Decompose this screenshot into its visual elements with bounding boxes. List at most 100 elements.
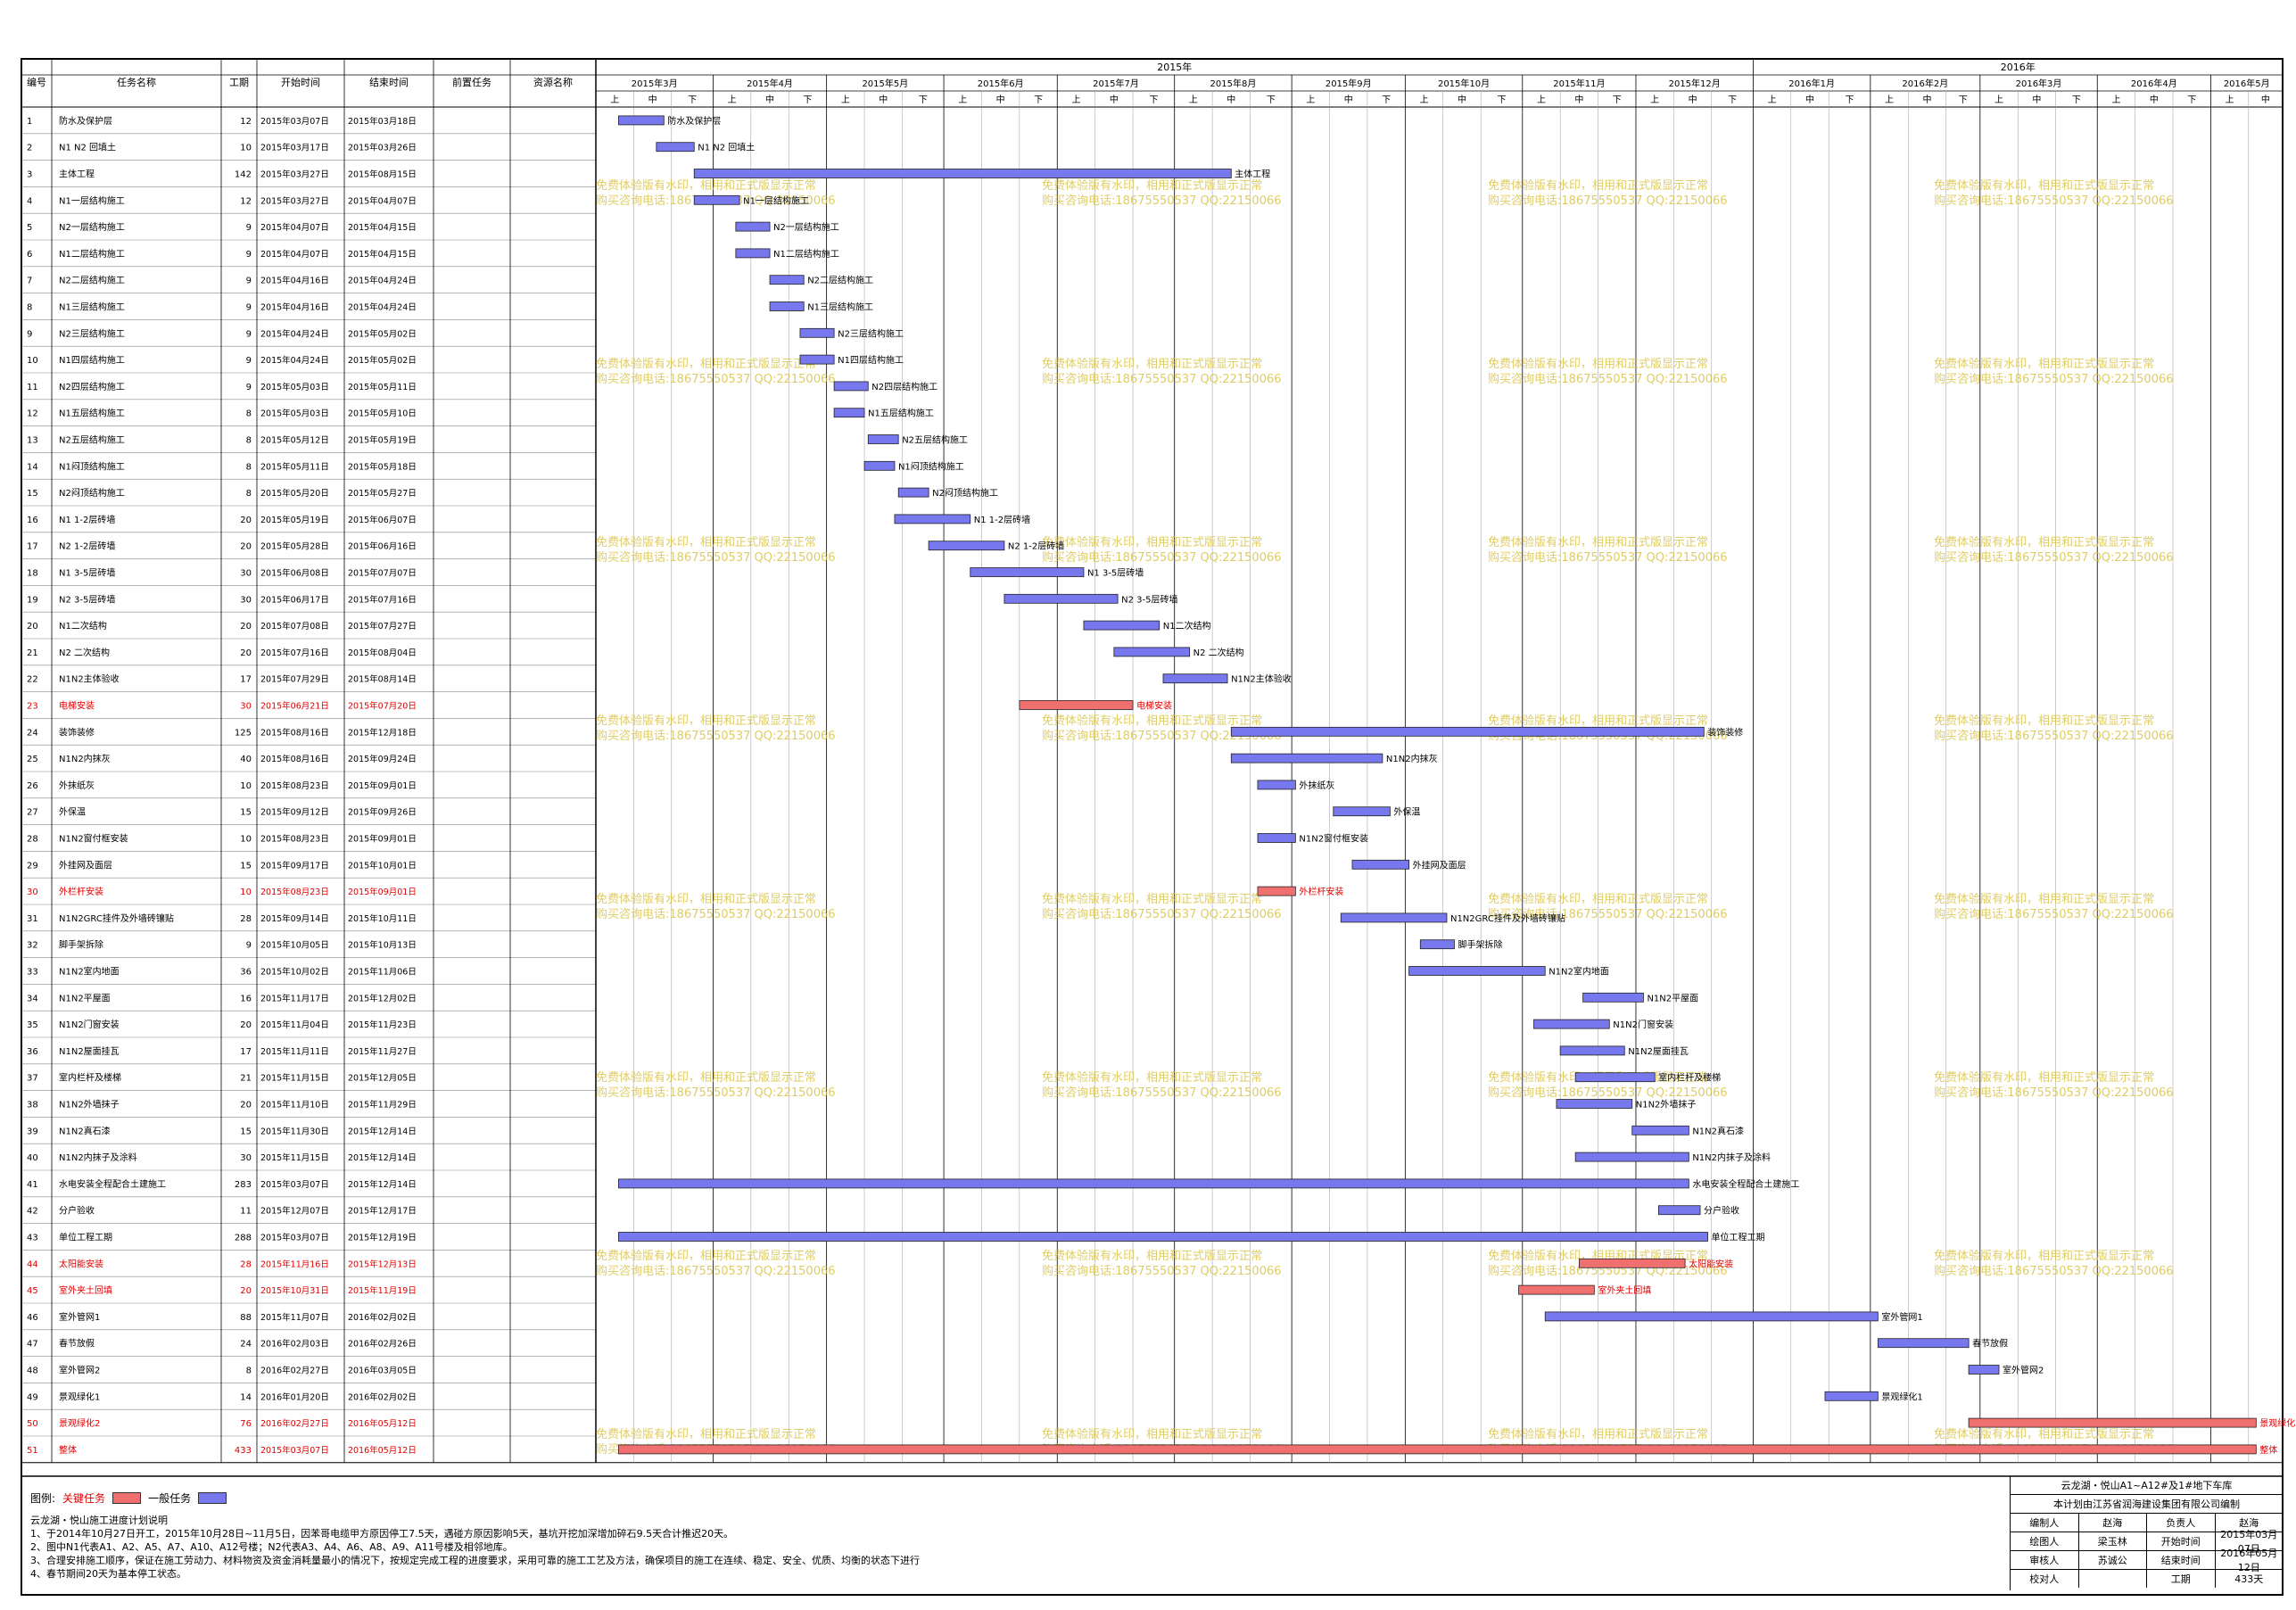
task-start: 2015年09月12日 — [260, 807, 329, 818]
period-label: 中 — [1689, 94, 1697, 105]
task-id: 28 — [27, 835, 38, 845]
gantt-bar — [833, 381, 869, 392]
task-start: 2015年11月15日 — [260, 1073, 329, 1084]
task-duration: 15 — [240, 861, 252, 871]
period-label: 上 — [2111, 95, 2120, 105]
period-label: 中 — [1344, 94, 1353, 105]
task-name: N1N2门窗安装 — [59, 1019, 120, 1030]
watermark-text: 购买咨询电话:18675550537 QQ:22150066 — [596, 1264, 836, 1278]
task-id: 30 — [27, 888, 38, 897]
watermark-text: 免费体验版有水印，相用和正式版显示正常 — [1934, 1427, 2154, 1441]
task-name: 单位工程工期 — [59, 1232, 112, 1243]
watermark-text: 购买咨询电话:18675550537 QQ:22150066 — [1488, 1086, 1728, 1100]
gantt-bar-label: N1N2屋面挂瓦 — [1628, 1045, 1689, 1057]
task-end: 2015年12月17日 — [348, 1206, 417, 1217]
task-end: 2015年09月01日 — [348, 780, 417, 791]
period-label: 中 — [879, 94, 888, 105]
watermark-text: 免费体验版有水印，相用和正式版显示正常 — [1934, 535, 2154, 549]
gantt-bar-label: N2闷顶结构施工 — [932, 487, 998, 499]
task-end: 2015年11月27日 — [348, 1046, 417, 1057]
task-duration: 125 — [235, 728, 252, 738]
task-name: 春节放假 — [59, 1338, 95, 1350]
task-name: 室外夹土回填 — [59, 1284, 112, 1296]
task-name: 装饰装修 — [59, 726, 95, 738]
column-header: 开始时间 — [281, 76, 320, 88]
task-name: 太阳能安装 — [59, 1258, 103, 1269]
watermark-text: 免费体验版有水印，相用和正式版显示正常 — [1934, 892, 2154, 906]
period-label: 上 — [841, 95, 850, 105]
task-duration: 10 — [240, 781, 252, 791]
task-end: 2015年08月14日 — [348, 674, 417, 685]
gantt-bar — [1559, 1045, 1625, 1056]
period-label: 下 — [1959, 95, 1968, 105]
task-name: N1N2平屋面 — [59, 993, 111, 1003]
column-header: 任务名称 — [117, 76, 156, 88]
period-label: 下 — [1613, 95, 1622, 105]
gantt-bar — [618, 115, 665, 126]
bottom-panel: 图例: 关键任务 一般任务 云龙湖・悦山施工进度计划说明 1、于2014年10月… — [21, 1476, 2283, 1592]
period-label: 下 — [2072, 95, 2081, 105]
gantt-bar-label: N1三层结构施工 — [807, 301, 873, 313]
watermark-text: 免费体验版有水印，相用和正式版显示正常 — [596, 535, 816, 549]
task-name: N2三层结构施工 — [59, 327, 125, 339]
task-start: 2015年03月07日 — [260, 1445, 329, 1456]
task-end: 2015年04月07日 — [348, 195, 417, 206]
task-name: N2 1-2层砖墙 — [59, 541, 115, 552]
task-name: N1N2真石漆 — [59, 1125, 111, 1136]
task-name: N1 3-5层砖墙 — [59, 567, 115, 579]
task-name: 景观绿化2 — [59, 1417, 100, 1429]
task-start: 2015年05月28日 — [260, 541, 329, 552]
task-name: 室外管网2 — [59, 1365, 100, 1376]
gantt-bar-label: 电梯安装 — [1136, 700, 1172, 712]
task-start: 2015年12月07日 — [260, 1206, 329, 1217]
task-start: 2015年05月03日 — [260, 382, 329, 392]
gantt-bar-label: 景观绿化1 — [1881, 1391, 1922, 1402]
task-duration: 283 — [235, 1180, 252, 1190]
task-id: 19 — [27, 595, 38, 605]
watermark-text: 免费体验版有水印，相用和正式版显示正常 — [1042, 535, 1262, 549]
gantt-bar — [1257, 780, 1296, 790]
month-label: 2016年2月 — [1902, 78, 1948, 89]
month-label: 2015年11月 — [1553, 78, 1605, 89]
task-id: 2 — [27, 144, 32, 153]
task-name: 主体工程 — [59, 169, 95, 180]
gantt-bar-label: 防水及保护层 — [667, 115, 721, 127]
watermark-text: 免费体验版有水印，相用和正式版显示正常 — [1488, 892, 1708, 906]
watermark-text: 购买咨询电话:18675550537 QQ:22150066 — [1934, 907, 2174, 921]
task-duration: 20 — [240, 648, 252, 658]
watermark-text: 免费体验版有水印，相用和正式版显示正常 — [1042, 1249, 1262, 1263]
task-end: 2015年10月13日 — [348, 940, 417, 951]
schedule-notes: 云龙湖・悦山施工进度计划说明 1、于2014年10月27日开工，2015年10月… — [30, 1514, 1993, 1581]
task-id: 51 — [27, 1446, 38, 1456]
gantt-bar-label: N1N2门窗安装 — [1613, 1019, 1673, 1030]
month-label: 2015年10月 — [1438, 78, 1490, 89]
gantt-bar — [928, 541, 1005, 551]
task-duration: 288 — [235, 1234, 252, 1243]
task-id: 24 — [27, 728, 38, 738]
signoff-label: 开始时间 — [2147, 1532, 2216, 1550]
task-duration: 9 — [246, 329, 252, 339]
gantt-bar — [1544, 1311, 1879, 1322]
watermark-text: 购买咨询电话:18675550537 QQ:22150066 — [1042, 194, 1282, 208]
task-end: 2015年07月07日 — [348, 568, 417, 579]
watermark-text: 免费体验版有水印，相用和正式版显示正常 — [1934, 1249, 2154, 1263]
period-label: 中 — [1922, 94, 1931, 105]
task-end: 2016年05月12日 — [348, 1445, 417, 1456]
column-header: 前置任务 — [452, 76, 491, 88]
watermark-text: 购买咨询电话:18675550537 QQ:22150066 — [1042, 372, 1282, 386]
task-name: N2四层结构施工 — [59, 381, 125, 392]
period-label: 上 — [2226, 95, 2234, 105]
signoff-value — [2079, 1570, 2147, 1588]
task-start: 2015年09月14日 — [260, 913, 329, 924]
gantt-bar-label: N1二次结构 — [1163, 620, 1211, 632]
task-name: 外保温 — [59, 806, 86, 818]
task-end: 2015年08月15日 — [348, 169, 417, 180]
task-id: 41 — [27, 1180, 38, 1190]
gantt-bar — [1162, 673, 1228, 684]
watermark-text: 免费体验版有水印，相用和正式版显示正常 — [1042, 892, 1262, 906]
task-id: 6 — [27, 250, 32, 260]
gantt-bar-label: N1一层结构施工 — [743, 194, 809, 206]
gantt-bar-label: 分户验收 — [1704, 1205, 1739, 1217]
watermark-text: 购买咨询电话:18675550537 QQ:22150066 — [1488, 372, 1728, 386]
